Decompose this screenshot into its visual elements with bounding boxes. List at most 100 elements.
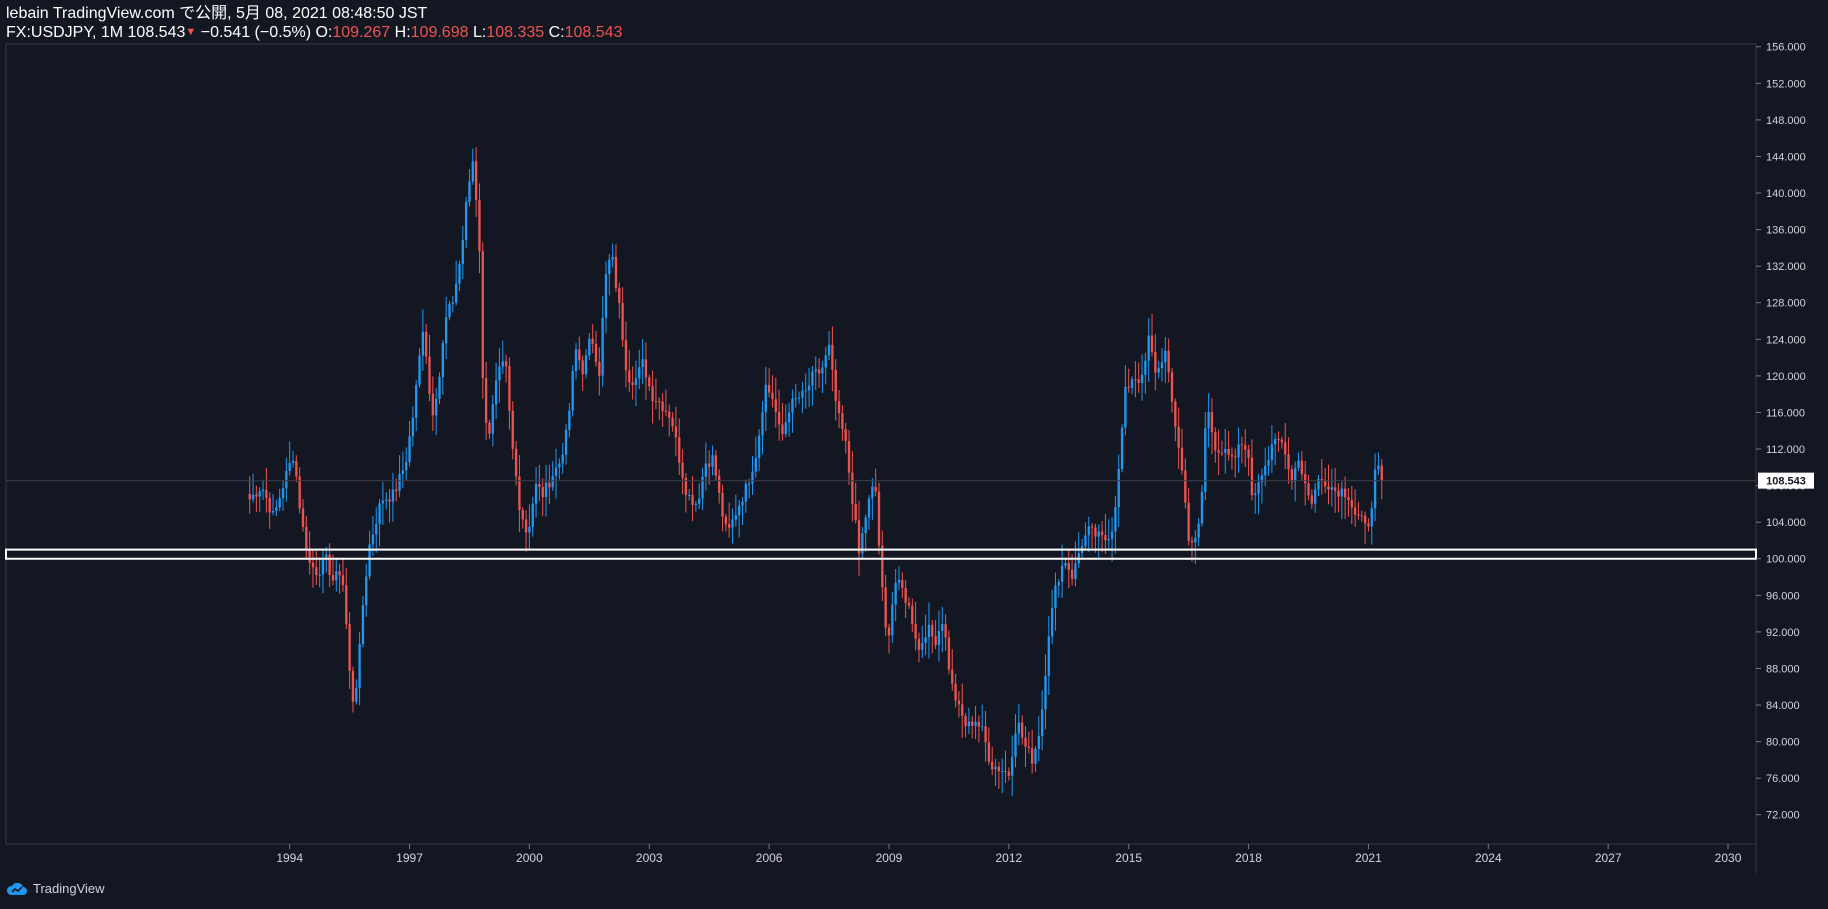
price-tick-label: 84.000 (1766, 700, 1800, 712)
candle-body (325, 554, 328, 558)
symbol-interval[interactable]: FX:USDJPY, 1M (6, 24, 124, 41)
candle-body (584, 355, 588, 375)
candle-body (804, 390, 807, 392)
candle-body (981, 726, 984, 728)
candle-body (1124, 386, 1127, 428)
candle-body (698, 498, 701, 504)
candle-body (1147, 335, 1150, 361)
candle-body (1034, 748, 1037, 764)
candle-body (541, 487, 544, 497)
time-tick-label: 2012 (996, 851, 1023, 865)
candle-body (1380, 465, 1383, 481)
candle-body (461, 240, 464, 264)
candle-body (844, 429, 847, 442)
candle-body (1220, 452, 1224, 454)
candle-body (291, 460, 295, 464)
candle-body (391, 489, 395, 502)
candle-body (401, 470, 405, 474)
candle-body (621, 303, 624, 341)
candles-layer (248, 147, 1383, 797)
candle-body (305, 526, 308, 551)
high-value: 109.698 (410, 24, 469, 41)
candle-body (551, 475, 554, 488)
candle-body (864, 517, 867, 534)
candle-body (964, 715, 967, 727)
time-tick-label: 2000 (516, 851, 543, 865)
support-zone-rect[interactable] (5, 548, 1757, 560)
candle-body (451, 302, 454, 304)
candle-body (688, 494, 691, 496)
candle-body (345, 585, 348, 625)
candle-body (411, 417, 415, 437)
candle-body (767, 384, 771, 393)
candle-body (548, 482, 551, 488)
candle-body (1097, 531, 1100, 537)
price-tick-label: 132.000 (1766, 261, 1806, 273)
candle-body (1343, 488, 1347, 498)
candle-body (1134, 379, 1137, 381)
candle-body (644, 359, 648, 378)
candle-body (1300, 460, 1304, 475)
candle-body (488, 422, 491, 434)
tradingview-cloud-icon (6, 882, 27, 895)
candle-body (431, 393, 435, 416)
candle-body (661, 401, 664, 411)
candle-body (854, 503, 857, 521)
candle-body (1260, 475, 1264, 483)
candle-body (1040, 709, 1044, 736)
candle-body (351, 670, 355, 702)
support-zone[interactable] (5, 548, 1757, 560)
candle-body (295, 460, 298, 477)
time-axis[interactable]: 1994 1997 2000 2003 2006 2009 2012 2015 2018 2021… (276, 844, 1742, 865)
candle-body (1060, 565, 1064, 582)
candle-body (524, 519, 528, 533)
time-tick-label: 2024 (1475, 851, 1502, 865)
price-tick-label: 148.000 (1766, 115, 1806, 127)
price-tick-label: 72.000 (1766, 810, 1800, 822)
candle-body (797, 397, 801, 399)
candle-body (1154, 351, 1157, 373)
candle-body (1137, 379, 1140, 383)
candle-body (1287, 454, 1290, 470)
candle-body (1011, 756, 1014, 776)
candle-body (777, 411, 781, 425)
candle-body (594, 343, 598, 363)
candle-body (1264, 465, 1267, 476)
candle-body (395, 489, 398, 491)
candle-body (628, 370, 631, 383)
candle-body (258, 491, 261, 497)
price-tick-label: 104.000 (1766, 517, 1806, 529)
candle-body (907, 602, 911, 606)
candle-body (694, 503, 698, 505)
candle-body (1310, 495, 1314, 504)
candle-body (1087, 526, 1090, 536)
candle-body (281, 488, 285, 499)
price-tick-label: 96.000 (1766, 590, 1800, 602)
candle-body (827, 344, 831, 356)
candle-body (648, 377, 651, 387)
candle-body (588, 338, 591, 356)
candle-body (1353, 507, 1357, 515)
candle-body (924, 637, 927, 644)
footer-brand[interactable]: TradingView (6, 881, 105, 896)
candle-body (1214, 432, 1217, 451)
candle-body (1177, 426, 1180, 448)
price-change: −0.541 (−0.5%) (200, 24, 312, 41)
candle-body (514, 448, 518, 477)
candle-body (1017, 722, 1021, 734)
candle-body (474, 161, 478, 201)
open-label: O: (315, 24, 333, 41)
time-tick-label: 2018 (1235, 851, 1262, 865)
price-axis[interactable]: 72.000 76.000 80.000 84.000 88.000 92.000 96.0… (6, 42, 1814, 822)
candle-body (341, 575, 345, 586)
candle-body (1164, 350, 1167, 363)
candle-body (1067, 563, 1070, 570)
candle-body (847, 441, 851, 473)
candle-body (917, 638, 921, 650)
candle-body (611, 256, 614, 260)
candle-body (441, 343, 444, 378)
last-price-tag (1758, 472, 1814, 489)
open-value: 109.267 (332, 24, 391, 41)
candle-body (787, 412, 791, 423)
